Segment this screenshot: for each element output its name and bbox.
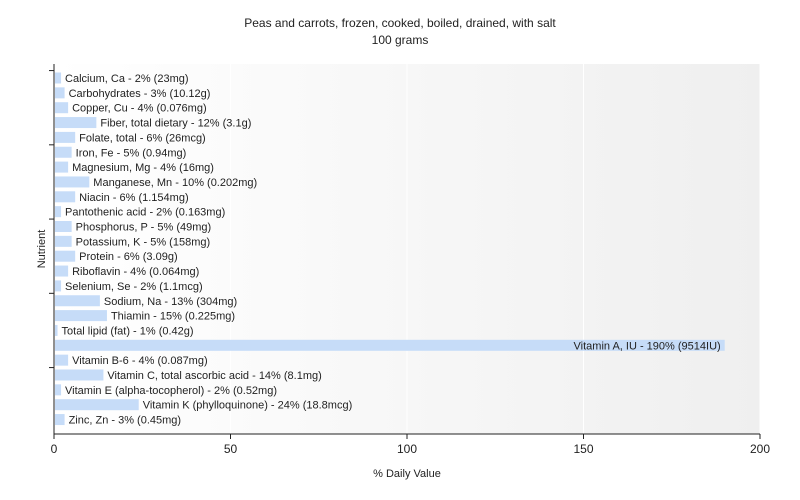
bar bbox=[55, 102, 69, 114]
bar-label: Vitamin E (alpha-tocopherol) - 2% (0.52m… bbox=[65, 385, 277, 397]
bar-label: Carbohydrates - 3% (10.12g) bbox=[69, 88, 211, 100]
bar-label: Phosphorus, P - 5% (49mg) bbox=[76, 222, 212, 234]
bar bbox=[55, 295, 100, 307]
x-tick-label: 150 bbox=[573, 442, 593, 456]
bar-label: Iron, Fe - 5% (0.94mg) bbox=[76, 147, 187, 159]
bar bbox=[55, 250, 76, 262]
x-tick-label: 200 bbox=[750, 442, 770, 456]
bar bbox=[55, 117, 97, 129]
bar-labels: Calcium, Ca - 2% (23mg) Carbohydrates - 3… bbox=[62, 73, 721, 427]
bar-label: Zinc, Zn - 3% (0.45mg) bbox=[69, 415, 181, 427]
x-tick-label: 100 bbox=[397, 442, 417, 456]
bar-label: Riboflavin - 4% (0.064mg) bbox=[72, 266, 199, 278]
bar-label: Protein - 6% (3.09g) bbox=[79, 251, 177, 263]
bar bbox=[55, 72, 62, 84]
bar-label: Niacin - 6% (1.154mg) bbox=[79, 192, 188, 204]
bar-label: Potassium, K - 5% (158mg) bbox=[76, 236, 211, 248]
chart-title: Peas and carrots, frozen, cooked, boiled… bbox=[244, 16, 556, 30]
bar bbox=[55, 87, 65, 99]
bar-label: Pantothenic acid - 2% (0.163mg) bbox=[65, 207, 225, 219]
bar-label: Fiber, total dietary - 12% (3.1g) bbox=[100, 118, 251, 130]
bar bbox=[55, 161, 69, 173]
bar-label: Magnesium, Mg - 4% (16mg) bbox=[72, 162, 214, 174]
bar bbox=[55, 176, 90, 188]
bar-label: Vitamin C, total ascorbic acid - 14% (8.… bbox=[107, 370, 321, 382]
bar bbox=[55, 324, 58, 336]
bar bbox=[55, 280, 62, 292]
bar-label: Total lipid (fat) - 1% (0.42g) bbox=[62, 325, 194, 337]
bar-label: Selenium, Se - 2% (1.1mcg) bbox=[65, 281, 203, 293]
bar-label: Thiamin - 15% (0.225mg) bbox=[111, 311, 235, 323]
bar bbox=[55, 354, 69, 366]
bar bbox=[55, 310, 107, 322]
bar-label: Vitamin K (phylloquinone) - 24% (18.8mcg… bbox=[143, 400, 353, 412]
bar-label: Calcium, Ca - 2% (23mg) bbox=[65, 73, 188, 85]
bar bbox=[55, 339, 725, 351]
bar bbox=[55, 131, 76, 143]
bar bbox=[55, 221, 72, 232]
bar-label: Sodium, Na - 13% (304mg) bbox=[104, 296, 237, 308]
bar-label: Folate, total - 6% (26mcg) bbox=[79, 132, 206, 144]
x-tick-label: 0 bbox=[51, 442, 58, 456]
x-ticks: 0 50 100 150 200 bbox=[51, 434, 770, 456]
bar-label: Vitamin A, IU - 190% (9514IU) bbox=[574, 340, 721, 352]
bar bbox=[55, 191, 76, 203]
bar bbox=[55, 414, 65, 426]
bar-label: Copper, Cu - 4% (0.076mg) bbox=[72, 103, 207, 115]
x-tick-label: 50 bbox=[224, 442, 238, 456]
bar bbox=[55, 369, 104, 381]
bar bbox=[55, 399, 139, 411]
bars bbox=[55, 72, 725, 426]
x-axis-label: % Daily Value bbox=[373, 468, 441, 480]
bar-label: Vitamin B-6 - 4% (0.087mg) bbox=[72, 355, 208, 367]
bar bbox=[55, 206, 62, 218]
chart-subtitle: 100 grams bbox=[372, 33, 429, 47]
bar bbox=[55, 235, 72, 247]
bar bbox=[55, 146, 72, 158]
bar bbox=[55, 384, 62, 396]
grid-lines bbox=[230, 64, 761, 434]
bar bbox=[55, 265, 69, 277]
y-axis-label: Nutrient bbox=[36, 230, 48, 269]
bar-label: Manganese, Mn - 10% (0.202mg) bbox=[93, 177, 257, 189]
